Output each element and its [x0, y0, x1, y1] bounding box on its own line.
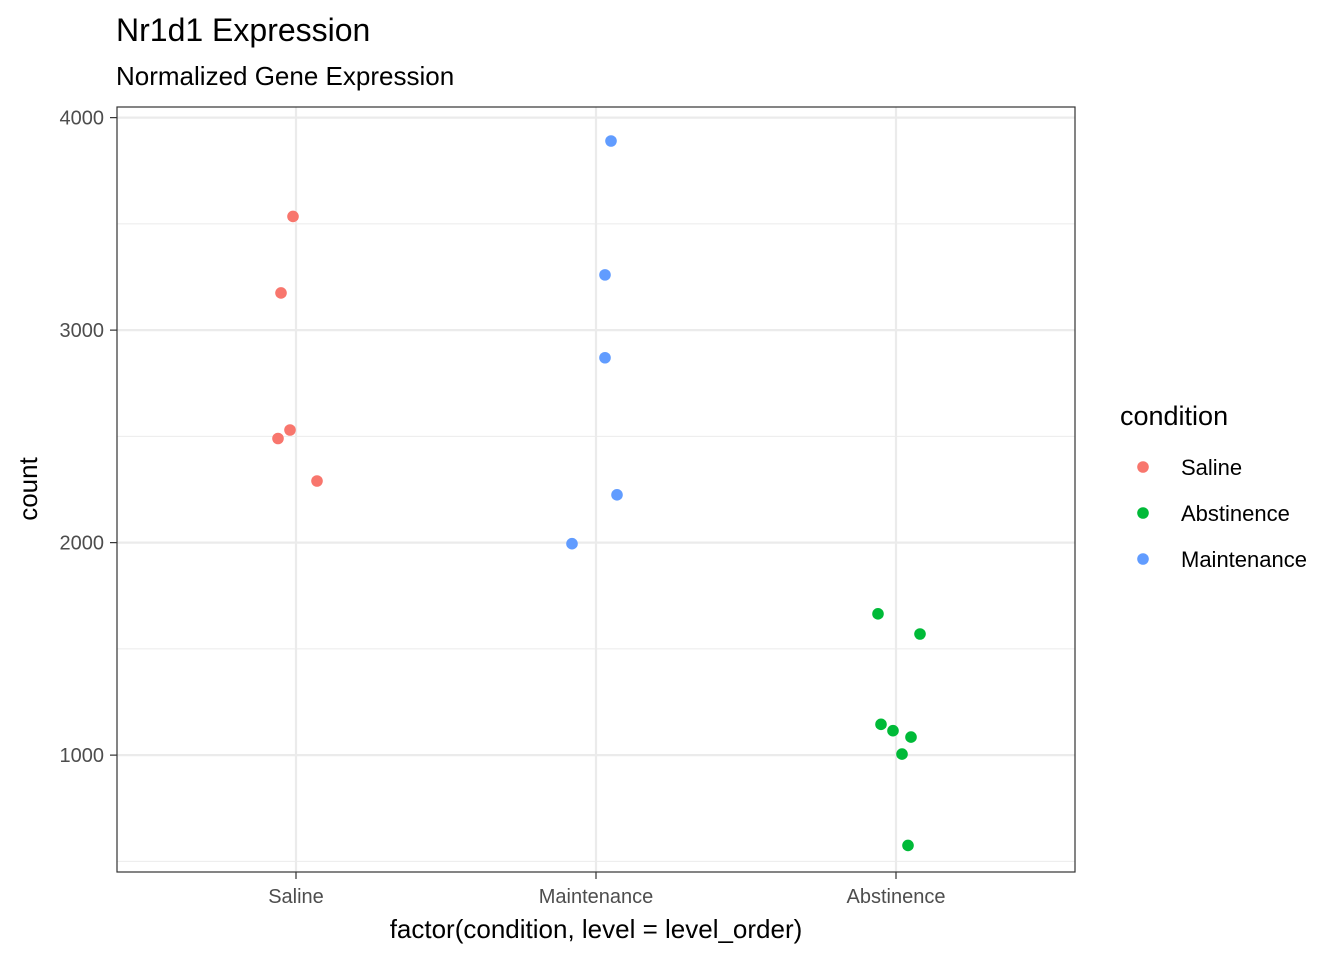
legend-key-maintenance — [1137, 553, 1149, 565]
y-tick-label: 4000 — [60, 108, 105, 130]
data-point-maintenance — [599, 351, 611, 364]
y-tick-label: 1000 — [60, 745, 105, 767]
axis-layer: 1000 2000 3000 4000 Saline Maintenance Abstine… — [60, 108, 946, 908]
data-point-saline — [311, 475, 323, 487]
data-point-maintenance — [566, 537, 578, 550]
legend-entries: Saline Abstinence Maintenance — [1137, 455, 1307, 572]
data-point-abstinence — [872, 608, 884, 620]
points-layer — [272, 135, 926, 852]
data-point-maintenance — [599, 269, 611, 281]
legend-label: Abstinence — [1181, 501, 1290, 526]
data-point-saline — [272, 432, 284, 445]
y-axis-label: count — [13, 456, 43, 520]
x-tick-label: Abstinence — [847, 886, 946, 908]
legend-key-saline — [1137, 461, 1149, 473]
data-point-abstinence — [887, 724, 899, 737]
legend-key-abstinence — [1137, 507, 1149, 519]
x-tick-label: Maintenance — [539, 886, 654, 908]
y-tick-label: 3000 — [60, 320, 105, 342]
data-point-abstinence — [896, 748, 908, 760]
chart-subtitle: Normalized Gene Expression — [116, 61, 454, 91]
x-tick-label: Saline — [268, 886, 324, 908]
chart-title: Nr1d1 Expression — [116, 12, 370, 48]
x-axis-label: factor(condition, level = level_order) — [390, 914, 803, 944]
data-point-saline — [275, 287, 287, 299]
data-point-abstinence — [905, 731, 917, 743]
data-point-saline — [284, 424, 296, 436]
data-point-abstinence — [875, 718, 887, 731]
legend-label: Maintenance — [1181, 547, 1307, 572]
data-point-saline — [287, 210, 299, 223]
legend-label: Saline — [1181, 455, 1242, 480]
legend: condition Saline Abstinence Maintenance — [1120, 401, 1307, 572]
data-point-maintenance — [605, 135, 617, 147]
y-tick-label: 2000 — [60, 533, 105, 555]
data-point-maintenance — [611, 489, 623, 501]
grid-layer — [117, 107, 1075, 872]
data-point-abstinence — [902, 839, 914, 852]
legend-title: condition — [1120, 401, 1228, 431]
data-point-abstinence — [914, 628, 926, 640]
